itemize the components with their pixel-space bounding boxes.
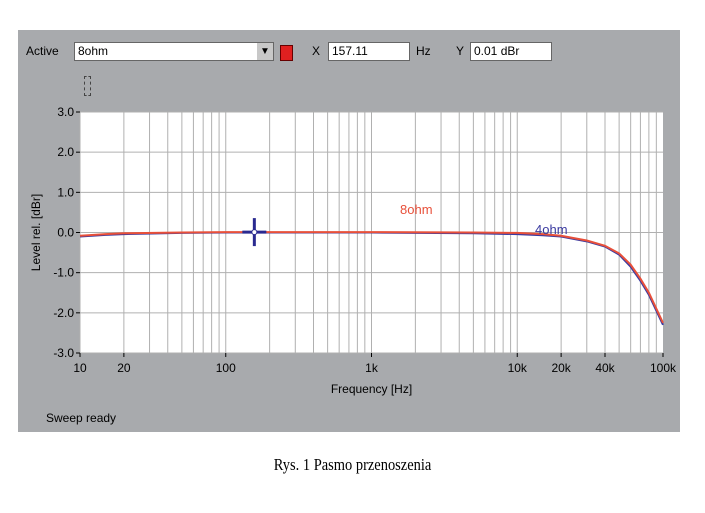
x-tick-label: 40k [595, 361, 615, 375]
x-tick-label: 10k [508, 361, 528, 375]
cursor-marker [251, 229, 258, 236]
figure-caption: Rys. 1 Pasmo przenoszenia [273, 455, 432, 474]
x-label: X [312, 44, 321, 58]
y-tick-label: 1.0 [57, 185, 74, 199]
status-text: Sweep ready [46, 411, 117, 425]
trace-color-swatch[interactable] [280, 45, 293, 61]
x-tick-label: 100k [650, 361, 677, 375]
x-unit: Hz [416, 44, 431, 58]
active-label: Active [26, 44, 59, 58]
y-tick-label: 2.0 [57, 145, 74, 159]
y-tick-label: -2.0 [53, 306, 74, 320]
series-line-8ohm [79, 231, 664, 324]
y-tick-label: -3.0 [53, 346, 74, 360]
y-label: Y [456, 44, 465, 58]
y-value-field[interactable]: 0.01 dBr [470, 42, 552, 61]
x-axis-label: Frequency [Hz] [331, 382, 412, 396]
y-tick-label: 3.0 [57, 105, 74, 119]
y-tick-label: 0.0 [57, 226, 74, 240]
x-tick-label: 100 [216, 361, 236, 375]
x-value-field[interactable]: 157.11 [328, 42, 410, 61]
series-label-8ohm: 8ohm [400, 202, 433, 217]
active-select-value: 8ohm [78, 44, 109, 58]
x-tick-label: 20 [117, 361, 131, 375]
chevron-down-icon[interactable]: ▼ [257, 43, 273, 60]
active-select[interactable]: 8ohm ▼ [74, 42, 274, 61]
scroll-handle[interactable] [84, 76, 91, 96]
y-tick-label: -1.0 [53, 266, 74, 280]
x-tick-label: 10 [73, 361, 87, 375]
series-label-4ohm: 4ohm [535, 222, 568, 237]
y-axis-label: Level rel. [dBr] [29, 194, 43, 271]
x-tick-label: 1k [365, 361, 379, 375]
x-tick-label: 20k [551, 361, 571, 375]
